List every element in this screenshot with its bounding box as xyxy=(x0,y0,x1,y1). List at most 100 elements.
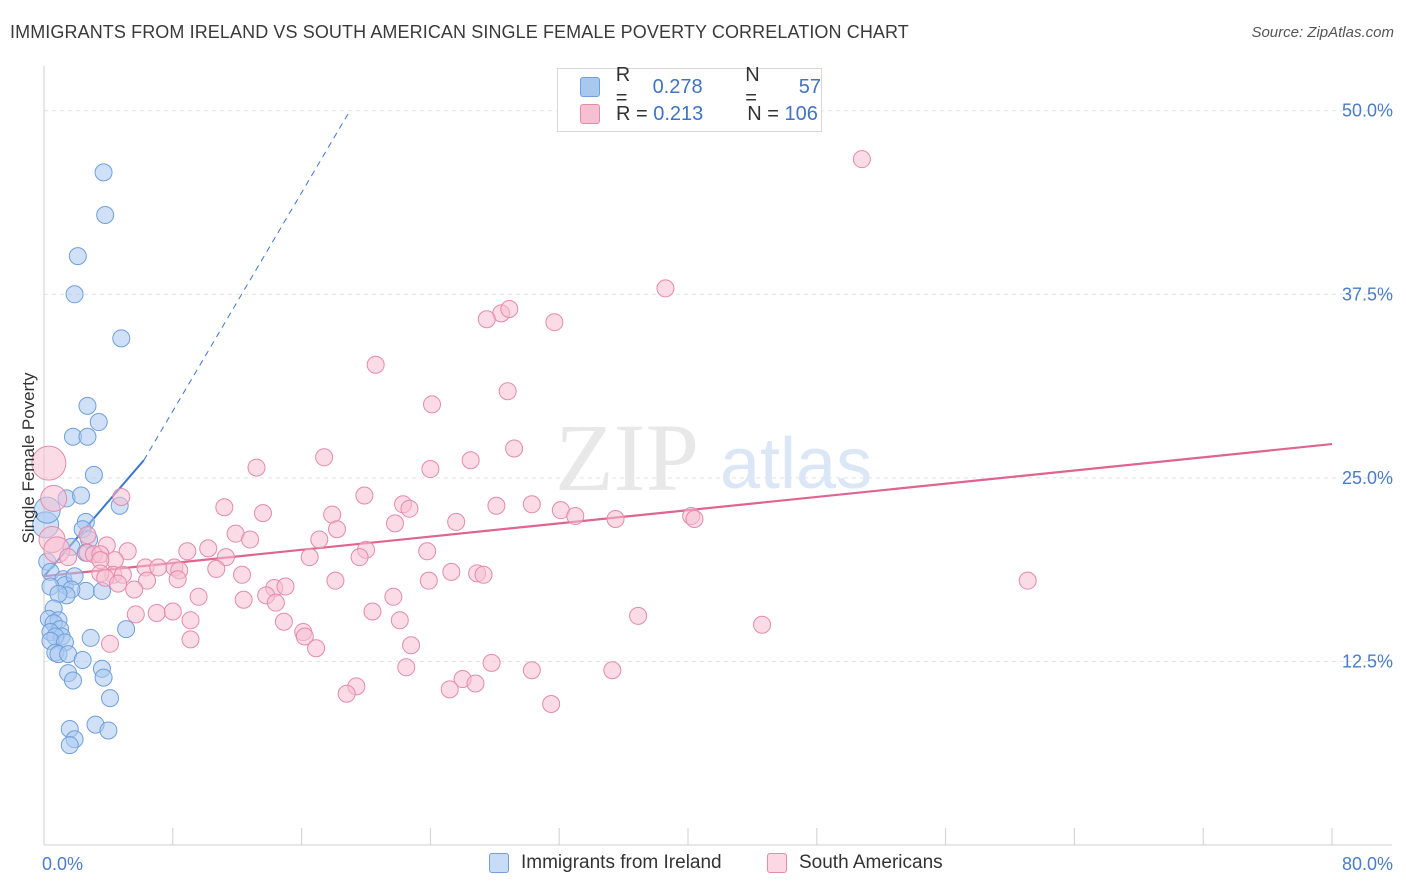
point-south-american xyxy=(181,611,200,630)
point-south-american xyxy=(328,520,347,539)
point-south-american xyxy=(753,615,772,634)
watermark-zip: ZIP xyxy=(555,404,699,511)
point-south-american xyxy=(440,680,459,699)
point-south-american xyxy=(295,627,314,646)
point-south-american xyxy=(307,639,326,658)
point-south-american xyxy=(181,630,200,649)
legend-n-label: N = xyxy=(745,64,760,109)
point-south-american xyxy=(397,658,416,677)
point-south-american xyxy=(400,499,419,518)
x-tick-label-max: 80.0% xyxy=(1342,854,1393,874)
series-legend: Immigrants from Ireland South Americans xyxy=(0,852,1406,878)
point-south-american xyxy=(656,279,675,298)
point-ireland xyxy=(78,396,97,415)
watermark: ZIP atlas xyxy=(555,404,872,511)
legend-swatch-ireland xyxy=(489,853,509,873)
point-south-american xyxy=(126,605,145,624)
legend-swatch-ireland xyxy=(580,77,600,97)
y-tick-label: 12.5% xyxy=(1342,651,1393,671)
point-south-american xyxy=(442,562,461,581)
x-tick-label-min: 0.0% xyxy=(42,854,83,874)
point-south-american xyxy=(461,451,480,470)
point-south-american xyxy=(253,504,272,523)
point-south-american xyxy=(138,571,157,590)
legend-n-label: N = xyxy=(747,102,779,125)
y-tick-label: 50.0% xyxy=(1342,101,1393,121)
point-south-american xyxy=(241,530,260,549)
y-axis-label: Single Female Poverty xyxy=(19,372,38,544)
point-south-american xyxy=(266,593,285,612)
point-south-american xyxy=(423,395,442,414)
point-ireland xyxy=(101,689,120,708)
legend-swatch-south-americans xyxy=(580,104,600,124)
point-south-american xyxy=(542,695,561,714)
point-ireland xyxy=(96,205,115,224)
point-ireland xyxy=(65,285,84,304)
point-south-american xyxy=(168,570,187,589)
point-ireland xyxy=(94,668,113,687)
point-south-american xyxy=(216,548,235,567)
trend-line-ireland-extension xyxy=(143,110,351,461)
point-south-american xyxy=(447,512,466,531)
point-south-american xyxy=(629,606,648,625)
point-south-american xyxy=(603,661,622,680)
point-south-american xyxy=(59,548,78,567)
point-south-american xyxy=(112,487,131,506)
point-ireland xyxy=(78,427,97,446)
point-south-american xyxy=(178,542,197,561)
point-south-american xyxy=(350,548,369,567)
legend-item-ireland[interactable]: Immigrants from Ireland xyxy=(489,852,722,874)
data-points xyxy=(31,150,1037,755)
point-south-american xyxy=(118,542,137,561)
y-tick-label: 37.5% xyxy=(1342,284,1393,304)
point-south-american xyxy=(149,558,168,577)
legend-r-value-south-americans: 0.213 xyxy=(653,102,704,125)
point-south-american xyxy=(109,574,128,593)
point-ireland xyxy=(68,247,87,266)
point-south-american xyxy=(482,653,501,672)
point-south-american xyxy=(522,661,541,680)
point-south-american xyxy=(474,565,493,584)
point-ireland xyxy=(99,721,118,740)
legend-r-label: R = xyxy=(616,102,648,125)
point-south-american xyxy=(545,313,564,332)
point-south-american xyxy=(390,611,409,630)
point-south-american xyxy=(505,439,524,458)
point-south-american xyxy=(233,565,252,584)
point-south-american xyxy=(366,355,385,374)
point-south-american xyxy=(1018,571,1037,590)
point-south-american xyxy=(247,458,266,477)
point-ireland xyxy=(73,650,92,669)
point-south-american xyxy=(419,571,438,590)
chart-title: IMMIGRANTS FROM IRELAND VS SOUTH AMERICA… xyxy=(10,22,909,42)
legend-row-ireland: R = 0.278 N = 57 xyxy=(580,64,821,109)
legend-r-value-ireland: 0.278 xyxy=(652,75,703,98)
legend-item-south-americans[interactable]: South Americans xyxy=(767,852,943,874)
point-south-american xyxy=(566,507,585,526)
point-south-american xyxy=(125,580,144,599)
y-tick-labels: 12.5% 25.0% 37.5% 50.0% xyxy=(1342,101,1393,672)
point-south-american xyxy=(163,602,182,621)
point-south-american xyxy=(78,526,97,545)
legend-n-value-ireland: 57 xyxy=(798,75,821,98)
point-ireland xyxy=(112,329,131,348)
point-south-american xyxy=(189,587,208,606)
point-south-american xyxy=(355,486,374,505)
point-south-american xyxy=(522,495,541,514)
point-south-american xyxy=(234,590,253,609)
legend-label-south-americans: South Americans xyxy=(799,852,943,873)
point-south-american xyxy=(685,509,704,528)
point-south-american xyxy=(385,514,404,533)
grid-lines xyxy=(44,110,1392,662)
legend-swatch-south-americans xyxy=(767,853,787,873)
point-south-american xyxy=(384,587,403,606)
legend-row-south-americans: R = 0.213 N = 106 xyxy=(580,101,818,127)
point-south-american xyxy=(207,559,226,578)
x-tick-labels: 0.0% 80.0% xyxy=(42,854,1393,874)
watermark-atlas: atlas xyxy=(720,424,872,504)
point-ireland xyxy=(60,736,79,755)
point-south-american xyxy=(31,445,67,481)
point-south-american xyxy=(274,612,293,631)
point-south-american xyxy=(215,498,234,517)
